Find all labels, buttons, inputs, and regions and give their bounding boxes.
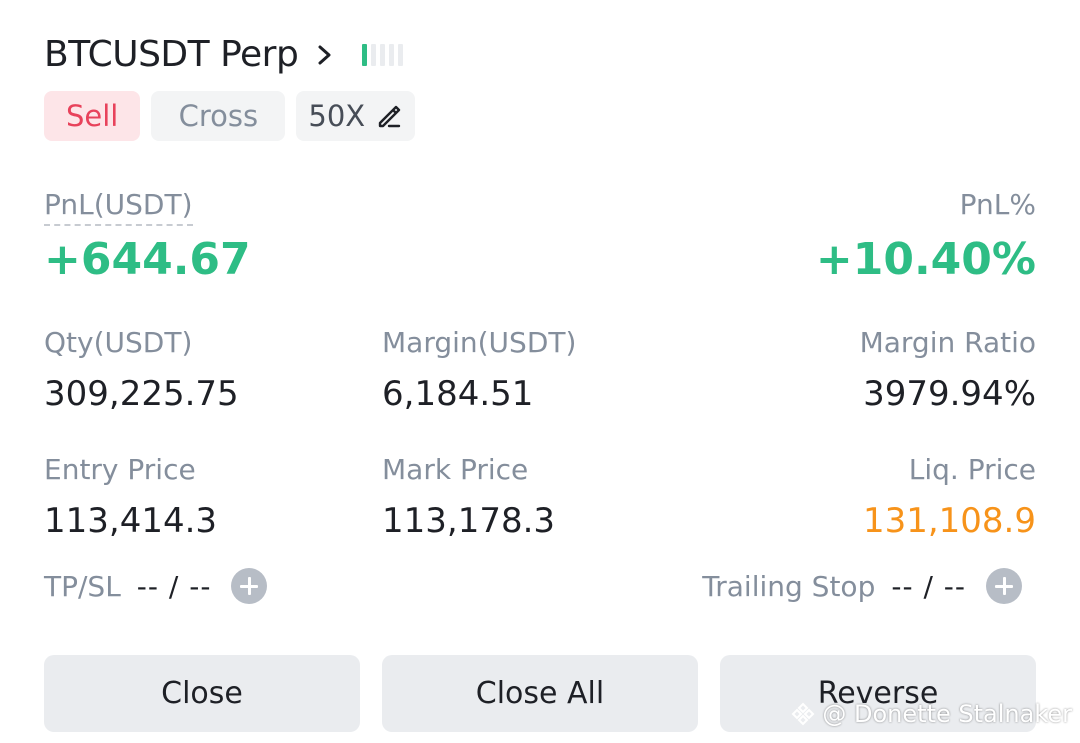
tpsl-value: -- / -- — [136, 569, 212, 603]
margin-mode-badge: Cross — [151, 91, 286, 141]
tpsl-row: TP/SL -- / -- — [44, 568, 268, 604]
position-tags: Sell Cross 50X — [44, 91, 416, 141]
entry-price-label: Entry Price — [44, 453, 196, 486]
entry-price-value: 113,414.3 — [44, 501, 218, 541]
symbol-title: BTCUSDT Perp — [44, 34, 299, 75]
reverse-button[interactable]: Reverse — [720, 655, 1036, 732]
leverage-button[interactable]: 50X — [296, 91, 416, 141]
adl-bar — [362, 43, 368, 66]
side-badge: Sell — [44, 91, 141, 141]
binance-logo-icon — [791, 702, 815, 726]
trailing-stop-label: Trailing Stop — [702, 569, 876, 603]
leverage-value: 50X — [308, 99, 366, 133]
margin-value: 6,184.51 — [382, 374, 534, 414]
margin-label: Margin(USDT) — [382, 326, 577, 359]
trailing-stop-value: -- / -- — [891, 569, 966, 603]
pnl-label-text: PnL(USDT) — [44, 188, 193, 226]
margin-ratio-label: Margin Ratio — [859, 326, 1036, 359]
trailing-stop-row: Trailing Stop -- / -- — [702, 568, 1022, 604]
adl-bar — [380, 43, 386, 66]
add-tpsl-plus-icon[interactable] — [231, 568, 268, 604]
mark-price-value: 113,178.3 — [382, 501, 556, 541]
watermark: @ Donette Stalnaker — [790, 700, 1072, 728]
qty-label: Qty(USDT) — [44, 326, 193, 359]
chevron-right-icon[interactable] — [316, 42, 334, 68]
qty-value: 309,225.75 — [44, 374, 239, 414]
liq-price-label: Liq. Price — [908, 453, 1036, 486]
position-header[interactable]: BTCUSDT Perp — [44, 34, 404, 75]
tpsl-label: TP/SL — [44, 569, 121, 603]
adl-bar — [371, 43, 377, 66]
pnl-label[interactable]: PnL(USDT) — [44, 188, 193, 226]
margin-ratio-value: 3979.94% — [863, 374, 1036, 414]
watermark-text: @ Donette Stalnaker — [822, 700, 1072, 728]
mark-price-label: Mark Price — [382, 453, 529, 486]
pnl-value: +644.67 — [44, 234, 251, 285]
edit-pencil-icon — [378, 105, 401, 128]
adl-bar — [398, 43, 404, 66]
pnl-pct-value: +10.40% — [815, 234, 1036, 285]
adl-indicator — [362, 43, 404, 66]
close-button[interactable]: Close — [44, 655, 360, 732]
liq-price-value: 131,108.9 — [862, 501, 1036, 541]
adl-bar — [389, 43, 395, 66]
add-trailing-stop-plus-icon[interactable] — [986, 568, 1022, 604]
pnl-pct-label: PnL% — [959, 188, 1036, 221]
close-all-button[interactable]: Close All — [382, 655, 698, 732]
